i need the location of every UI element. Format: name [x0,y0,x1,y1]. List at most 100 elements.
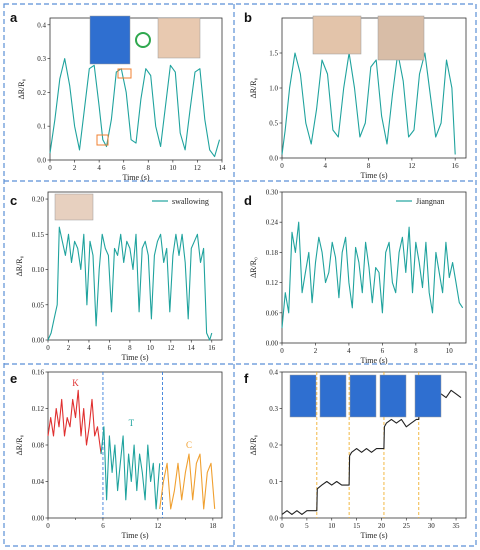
y-tick-label: 0.05 [32,301,45,309]
series-label-K: K [72,378,79,388]
plot-frame-c [47,191,223,341]
x-tick-label: 8 [147,164,151,172]
series-label-C: C [186,440,192,450]
y-tick-label: 0.3 [269,405,278,413]
x-tick-label: 14 [188,344,196,352]
series-label-T: T [129,418,135,428]
photo-neck-patch [54,193,94,221]
y-tick-label: 0.4 [269,369,278,377]
y-tick-label: 0.06 [266,309,279,317]
panel-b: b 0 4 8 12 16 0.0 0.5 1.0 1.5 Time (s) ΔR/R₀ [244,10,467,180]
y-tick-label: 0.08 [32,442,45,450]
x-tick-label: 4 [97,164,101,172]
y-tick-label: 0.00 [32,337,45,345]
x-axis-label-c: Time (s) [121,353,148,362]
x-tick-label: 20 [378,522,386,530]
x-tick-label: 8 [414,347,418,355]
x-tick-label: 0 [280,162,284,170]
panel-d: d 0 2 4 6 8 10 0.00 0.06 0.12 0.18 0.24 0.30 Time (s)… [244,189,467,365]
y-tick-label: 1.5 [269,50,278,58]
panel-e: e 0 6 12 18 0.00 0.04 0.08 0.12 0.16 Time (s) ΔR/R₀… [10,369,223,540]
panel-a: a 0 2 4 6 8 10 12 14 0.0 0.1 0.2 0.3 0.4 Time (s) ΔR/R₀ [10,10,226,182]
x-tick-label: 2 [73,164,77,172]
y-tick-label: 0.1 [269,478,278,486]
y-tick-label: 0.18 [266,249,279,257]
x-tick-label: 18 [209,522,217,530]
x-tick-label: 6 [381,347,385,355]
y-tick-label: 0.2 [269,442,278,450]
x-tick-label: 6 [108,344,112,352]
x-tick-label: 35 [453,522,461,530]
plot-frame-e [47,371,223,519]
panel-label-a: a [10,10,18,25]
x-axis-label-e: Time (s) [121,531,148,540]
y-tick-label: 0.04 [32,478,45,486]
x-tick-label: 12 [194,164,202,172]
x-tick-label: 10 [147,344,155,352]
x-tick-label: 0 [48,164,52,172]
x-axis-label-a: Time (s) [122,173,149,182]
x-tick-label: 0 [280,347,284,355]
series-line-c [47,226,213,341]
y-tick-label: 0.00 [266,340,279,348]
x-tick-label: 4 [324,162,328,170]
photo-arm-straight [312,15,362,55]
photo-finger-step-3 [349,374,377,418]
x-tick-label: 4 [347,347,351,355]
x-tick-label: 2 [67,344,71,352]
y-axis-label-e: ΔR/R₀ [15,434,24,455]
y-tick-label: 1.0 [269,85,278,93]
panel-label-d: d [244,193,252,208]
legend-label-c: swallowing [172,197,209,206]
x-tick-label: 16 [208,344,216,352]
series-line-e-C [159,453,216,510]
y-tick-label: 0.16 [32,369,45,377]
y-tick-label: 0.12 [266,279,279,287]
y-axis-label-c: ΔR/R₀ [15,255,24,276]
outer-frame [3,3,477,547]
y-axis-label-d: ΔR/R₀ [249,257,258,278]
y-tick-label: 0.0 [37,157,46,165]
series-line-b [281,52,456,155]
x-tick-label: 30 [428,522,436,530]
photo-finger-step-4 [379,374,407,418]
x-axis-label-f: Time (s) [360,531,387,540]
y-axis-label-b: ΔR/R₀ [249,77,258,98]
x-tick-label: 0 [46,522,50,530]
x-tick-label: 5 [305,522,309,530]
x-tick-label: 12 [167,344,175,352]
y-tick-label: 0.30 [266,189,279,197]
rotate-arrows-icon [135,32,151,48]
panel-label-c: c [10,193,17,208]
x-tick-label: 12 [408,162,416,170]
x-tick-label: 10 [446,347,454,355]
x-tick-label: 6 [122,164,126,172]
series-line-e-T [100,426,161,510]
y-tick-label: 0.10 [32,266,45,274]
x-tick-label: 10 [169,164,177,172]
x-tick-label: 10 [328,522,336,530]
y-tick-label: 0.12 [32,405,45,413]
y-tick-label: 0.4 [37,21,46,29]
plot-frame-a [49,17,223,161]
x-tick-label: 16 [452,162,460,170]
x-tick-label: 15 [353,522,361,530]
panel-label-e: e [10,371,17,386]
photo-gloved-hand [89,15,131,65]
photo-finger-step-2 [319,374,347,418]
x-tick-label: 25 [403,522,411,530]
x-tick-label: 14 [219,164,227,172]
y-tick-label: 0.0 [269,155,278,163]
photo-finger-step-1 [289,374,317,418]
photo-elbow-bent [377,15,425,61]
y-axis-label-a: ΔR/R₀ [17,78,26,99]
y-tick-label: 0.1 [37,123,46,131]
series-line-a [49,58,221,158]
x-tick-label: 0 [280,522,284,530]
x-tick-label: 2 [314,347,318,355]
panel-label-b: b [244,10,252,25]
panel-f: f 0 5 10 15 20 25 30 35 0.0 0.1 0.2 0.3 0.4 Time (s) ΔR… [244,369,467,540]
x-tick-label: 6 [101,522,105,530]
x-axis-label-d: Time (s) [360,356,387,365]
